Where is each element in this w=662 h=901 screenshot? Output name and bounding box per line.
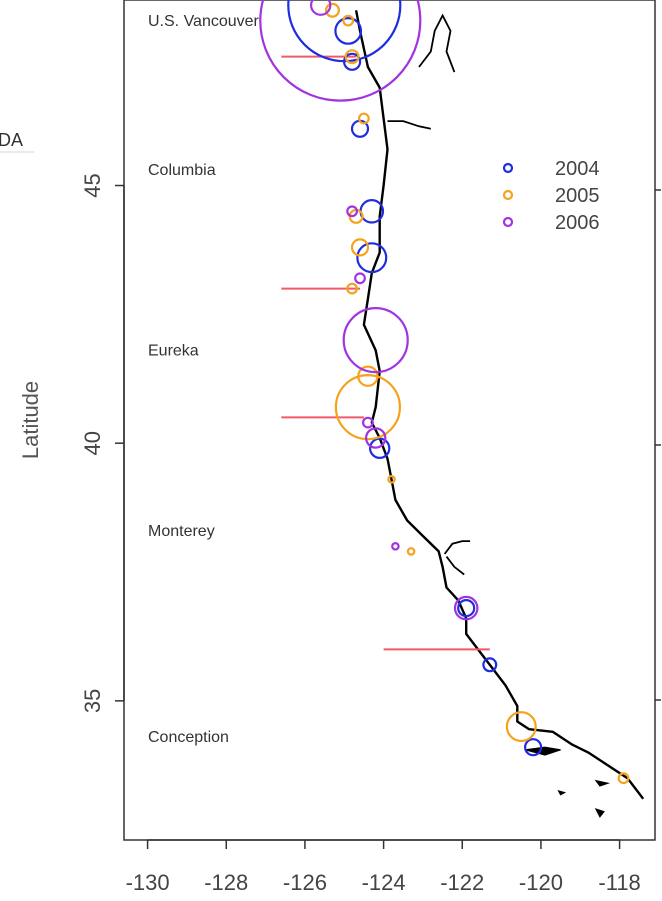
region-label: U.S. Vancouver (148, 13, 260, 30)
inland-water (445, 556, 465, 576)
island (594, 779, 611, 787)
point-2005 (617, 772, 630, 785)
point-2004 (523, 738, 543, 757)
legend-label: 2005 (555, 185, 600, 207)
inland-water (443, 540, 471, 555)
y-tick-label: 35 (80, 689, 105, 713)
point-2006 (391, 541, 400, 551)
region-boundaries (281, 55, 490, 651)
y-tick-label: 45 (80, 173, 105, 197)
point-2005 (346, 282, 359, 295)
point-2004 (356, 242, 388, 274)
legend-label: 2006 (555, 212, 600, 234)
y-axis-label: Latitude (18, 381, 43, 459)
region-label: Conception (148, 729, 229, 746)
data-points (259, 0, 630, 785)
point-2004 (457, 598, 476, 618)
x-tick-label: -124 (362, 870, 406, 895)
point-2006 (354, 272, 366, 285)
point-2006 (453, 595, 479, 621)
point-2006 (259, 0, 422, 102)
point-2005 (350, 238, 370, 257)
legend: 2004 2005 2006 (502, 158, 600, 234)
point-2006 (362, 416, 374, 429)
x-axis: -130 -128 -126 -124 -122 -120 -118 (126, 839, 641, 895)
point-2005 (334, 374, 401, 441)
point-2004 (482, 657, 498, 673)
point-2005 (387, 474, 396, 484)
region-label: Monterey (148, 523, 215, 540)
x-tick-label: -120 (519, 870, 563, 895)
point-2005 (406, 547, 416, 556)
region-label: Eureka (148, 343, 199, 360)
legend-marker-2006 (502, 216, 514, 228)
cropped-left-text: DA (0, 130, 23, 150)
x-tick-label: -128 (204, 870, 248, 895)
x-tick-label: -118 (598, 870, 640, 895)
point-2005 (325, 2, 341, 18)
y-tick-label: 40 (80, 431, 105, 455)
inland-water (387, 120, 431, 130)
inland-water (418, 13, 456, 73)
point-2006 (365, 427, 387, 449)
island (557, 790, 567, 796)
point-2005 (505, 711, 537, 743)
point-2005 (342, 14, 355, 27)
point-2006 (342, 307, 409, 374)
x-tick-label: -126 (283, 870, 327, 895)
point-2006 (346, 205, 359, 218)
legend-marker-2005 (502, 189, 514, 201)
point-2005 (358, 112, 370, 125)
point-2004 (334, 16, 363, 45)
plot-area: U.S. Vancouver Columbia Eureka Monterey Conc… (123, 0, 656, 841)
y-axis: 35 40 45 (80, 173, 125, 713)
island (594, 808, 605, 818)
x-tick-label: -122 (440, 870, 484, 895)
point-2004 (343, 52, 362, 71)
region-label: Columbia (148, 162, 216, 179)
region-labels: U.S. Vancouver Columbia Eureka Monterey Conc… (148, 13, 260, 746)
point-2006 (310, 0, 332, 16)
legend-marker-2004 (502, 162, 514, 174)
point-2004 (369, 437, 391, 459)
point-2005 (344, 49, 360, 65)
legend-label: 2004 (555, 158, 600, 180)
x-tick-label: -130 (126, 870, 170, 895)
